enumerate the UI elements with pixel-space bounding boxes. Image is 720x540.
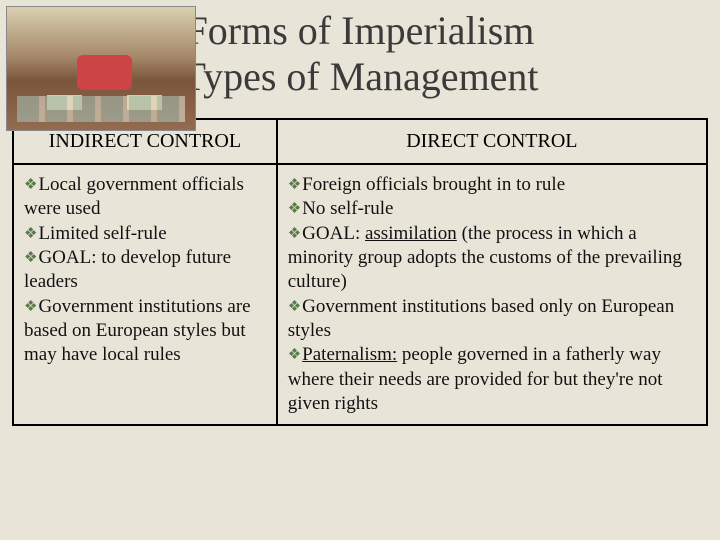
diamond-bullet-icon: ❖	[288, 200, 301, 219]
list-item: ❖Paternalism: people governed in a fathe…	[288, 344, 663, 414]
list-item: ❖Government institutions are based on Eu…	[24, 296, 251, 366]
list-item: ❖Government institutions based only on E…	[288, 296, 674, 341]
list-item: ❖GOAL: assimilation (the process in whic…	[288, 223, 682, 293]
diamond-bullet-icon: ❖	[288, 346, 301, 365]
list-item: ❖Limited self-rule	[24, 223, 167, 244]
slide-image	[6, 6, 196, 131]
diamond-bullet-icon: ❖	[288, 225, 301, 244]
table-body-row: ❖Local government officials were used ❖Li…	[13, 164, 707, 425]
list-item: ❖Foreign officials brought in to rule	[288, 174, 565, 195]
indirect-cell: ❖Local government officials were used ❖Li…	[13, 164, 277, 425]
diamond-bullet-icon: ❖	[24, 225, 37, 244]
comparison-table: INDIRECT CONTROL DIRECT CONTROL ❖Local g…	[12, 118, 708, 426]
diamond-bullet-icon: ❖	[24, 298, 37, 317]
underlined-term: Paternalism:	[302, 344, 397, 365]
diamond-bullet-icon: ❖	[24, 249, 37, 268]
list-item: ❖GOAL: to develop future leaders	[24, 247, 231, 292]
diamond-bullet-icon: ❖	[24, 176, 37, 195]
list-item: ❖Local government officials were used	[24, 174, 244, 219]
diamond-bullet-icon: ❖	[288, 298, 301, 317]
underlined-term: assimilation	[365, 223, 457, 244]
header-direct: DIRECT CONTROL	[277, 119, 707, 164]
list-item: ❖No self-rule	[288, 198, 394, 219]
direct-cell: ❖Foreign officials brought in to rule ❖No…	[277, 164, 707, 425]
diamond-bullet-icon: ❖	[288, 176, 301, 195]
